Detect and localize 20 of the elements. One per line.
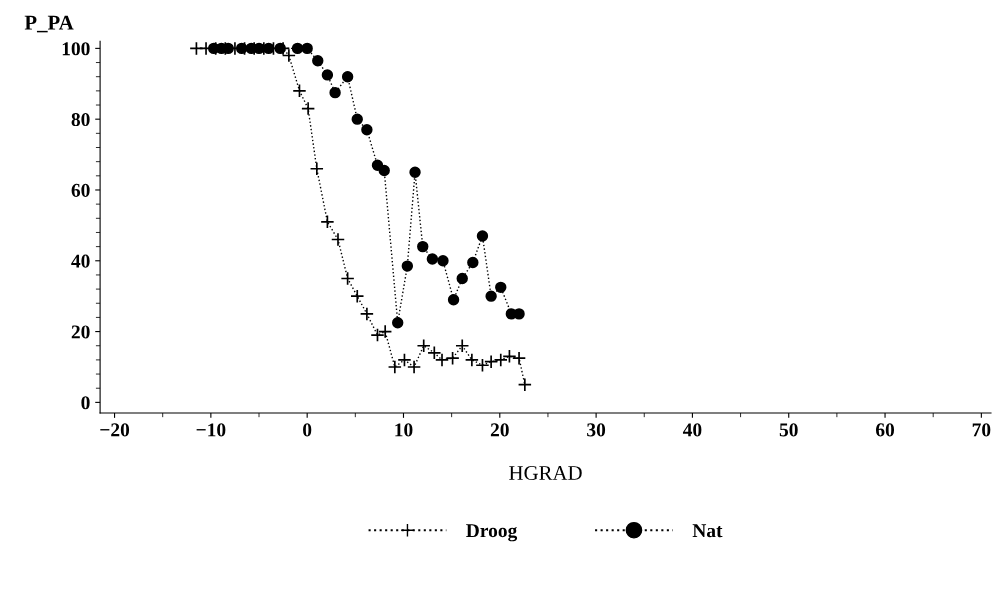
x-tick-label: 40 bbox=[682, 423, 702, 437]
y-tick-label: 0 bbox=[81, 396, 90, 410]
y-tick-label: 80 bbox=[71, 113, 90, 127]
x-tick-label: 60 bbox=[875, 423, 895, 437]
y-axis-title: P_PA bbox=[24, 15, 74, 33]
x-axis-title: HGRAD bbox=[509, 466, 582, 481]
x-tick-label: 0 bbox=[303, 423, 312, 437]
legend-label: Nat bbox=[692, 524, 723, 538]
x-tick-label: −20 bbox=[100, 423, 130, 437]
x-tick-label: −10 bbox=[196, 423, 226, 437]
x-tick-label: 10 bbox=[395, 423, 413, 437]
x-tick-label: 20 bbox=[490, 423, 509, 437]
y-tick-label: 60 bbox=[71, 183, 90, 197]
legend-label: Droog bbox=[466, 524, 518, 542]
x-tick-label: 30 bbox=[587, 423, 606, 437]
x-tick-label: 70 bbox=[972, 423, 991, 437]
y-tick-label: 20 bbox=[71, 325, 90, 339]
x-tick-label: 50 bbox=[779, 423, 798, 437]
y-tick-label: 100 bbox=[62, 42, 90, 56]
y-tick-label: 40 bbox=[71, 254, 90, 268]
